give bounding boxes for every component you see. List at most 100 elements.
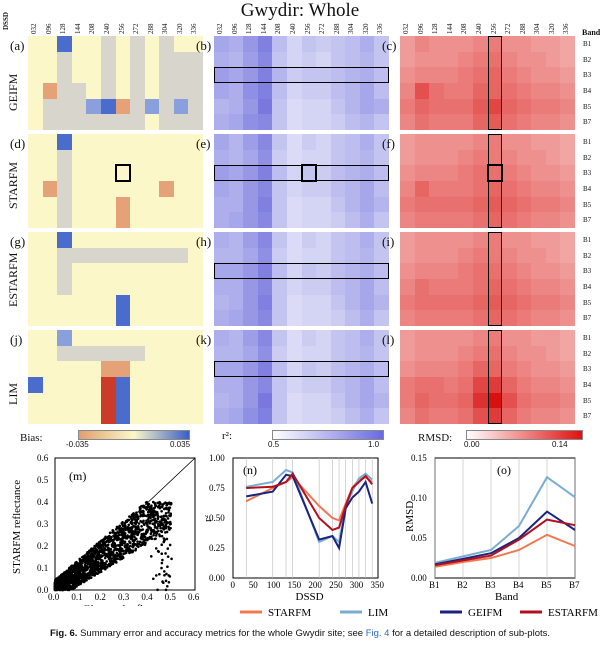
heatmap-cell bbox=[502, 408, 518, 424]
heatmap-cell bbox=[531, 196, 547, 213]
heatmap-cell bbox=[301, 98, 317, 115]
column-label-240: 240 bbox=[288, 23, 297, 35]
heatmap-cell bbox=[71, 165, 87, 182]
y-tick-label: 1.00 bbox=[209, 453, 225, 463]
heatmap-cell bbox=[316, 294, 332, 311]
scatter-point bbox=[69, 567, 73, 571]
heatmap-cell bbox=[545, 134, 561, 151]
scatter-point bbox=[136, 533, 140, 536]
heatmap-cell bbox=[330, 279, 346, 296]
heatmap-cell bbox=[545, 377, 561, 394]
heatmap-cell bbox=[472, 294, 488, 311]
heatmap-cell bbox=[28, 196, 44, 213]
heatmap-cell bbox=[414, 134, 430, 151]
heatmap-cell bbox=[545, 212, 561, 228]
heatmap-cell bbox=[42, 345, 58, 362]
column-label-240: 240 bbox=[474, 23, 483, 35]
heatmap-cell bbox=[57, 294, 73, 311]
scatter-point bbox=[53, 585, 57, 589]
heatmap-cell bbox=[330, 149, 346, 166]
heatmap-cell bbox=[374, 377, 389, 394]
heatmap-cell bbox=[130, 36, 146, 53]
heatmap-cell bbox=[502, 165, 518, 182]
heatmap-cell bbox=[359, 212, 375, 228]
heatmap-cell bbox=[159, 408, 175, 424]
scatter-point bbox=[157, 522, 160, 526]
heatmap-cell bbox=[345, 165, 361, 182]
heatmap-cell bbox=[173, 114, 189, 130]
scatter-point bbox=[77, 581, 80, 584]
band-label-B5: B5 bbox=[583, 200, 592, 209]
heatmap-cell bbox=[400, 181, 416, 198]
heatmap-cell bbox=[414, 247, 430, 264]
caption-link[interactable]: Fig. 4 bbox=[365, 628, 390, 639]
heatmap-cell bbox=[301, 392, 317, 409]
scatter-point bbox=[168, 523, 172, 526]
heatmap-cell bbox=[502, 279, 518, 296]
heatmap-cell bbox=[130, 377, 146, 394]
heatmap-cell bbox=[545, 361, 561, 378]
heatmap-cell bbox=[400, 51, 416, 68]
heatmap-cell bbox=[545, 408, 561, 424]
scatter-point bbox=[131, 526, 134, 529]
heatmap-cell bbox=[516, 98, 532, 115]
heatmap-cell bbox=[71, 149, 87, 166]
heatmap-a bbox=[28, 36, 203, 130]
heatmap-cell bbox=[502, 232, 518, 249]
heatmap-cell bbox=[272, 36, 288, 53]
x-tick-label: B7 bbox=[569, 580, 580, 590]
scatter-point bbox=[132, 516, 136, 519]
scatter-point bbox=[107, 535, 111, 539]
scatter-point bbox=[152, 533, 155, 537]
legend-label-lim: LIM bbox=[368, 607, 388, 619]
heatmap-cell bbox=[545, 181, 561, 198]
scatter-point bbox=[118, 524, 122, 528]
scatter-point bbox=[94, 569, 97, 573]
heatmap-cell bbox=[531, 98, 547, 115]
heatmap-cell bbox=[330, 67, 346, 84]
heatmap-cell bbox=[531, 232, 547, 249]
band-label-B2: B2 bbox=[583, 55, 592, 64]
heatmap-cell bbox=[502, 294, 518, 311]
scatter-point bbox=[136, 517, 140, 521]
heatmap-cell bbox=[345, 67, 361, 84]
heatmap-cell bbox=[345, 212, 361, 228]
heatmap-cell bbox=[272, 247, 288, 264]
heatmap-cell bbox=[443, 181, 459, 198]
heatmap-cell bbox=[414, 330, 430, 347]
scatter-point bbox=[145, 530, 149, 534]
heatmap-cell bbox=[472, 392, 488, 409]
scatter-point bbox=[167, 580, 171, 584]
heatmap-cell bbox=[42, 377, 58, 394]
heatmap-cell bbox=[173, 330, 189, 347]
heatmap-cell bbox=[316, 51, 332, 68]
column-label-256: 256 bbox=[117, 23, 126, 35]
scatter-point bbox=[73, 586, 77, 590]
rmsd-colorbar-label: RMSD: bbox=[418, 432, 453, 444]
heatmap-cell bbox=[301, 294, 317, 311]
heatmap-cell bbox=[115, 263, 131, 280]
y-tick-label: 0.1 bbox=[37, 563, 48, 573]
scatter-point bbox=[161, 558, 164, 562]
heatmap-cell bbox=[487, 377, 503, 394]
scatter-point bbox=[140, 543, 143, 547]
heatmap-cell bbox=[458, 330, 474, 347]
heatmap-cell bbox=[100, 212, 116, 228]
scatter-point bbox=[117, 549, 121, 552]
x-tick-label: 50 bbox=[249, 580, 259, 590]
heatmap-cell bbox=[86, 377, 102, 394]
scatter-point bbox=[100, 559, 104, 563]
scatter-point bbox=[139, 519, 142, 523]
heatmap-cell bbox=[502, 114, 518, 130]
heatmap-cell bbox=[487, 51, 503, 68]
heatmap-cell bbox=[214, 51, 230, 68]
heatmap-cell bbox=[301, 279, 317, 296]
scatter-point bbox=[100, 547, 104, 551]
heatmap-cell bbox=[243, 114, 259, 130]
heatmap-cell bbox=[531, 279, 547, 296]
heatmap-cell bbox=[443, 263, 459, 280]
heatmap-cell bbox=[214, 263, 230, 280]
y-tick-label: 0.25 bbox=[209, 543, 225, 553]
scatter-point bbox=[131, 529, 135, 533]
heatmap-cell bbox=[188, 263, 203, 280]
